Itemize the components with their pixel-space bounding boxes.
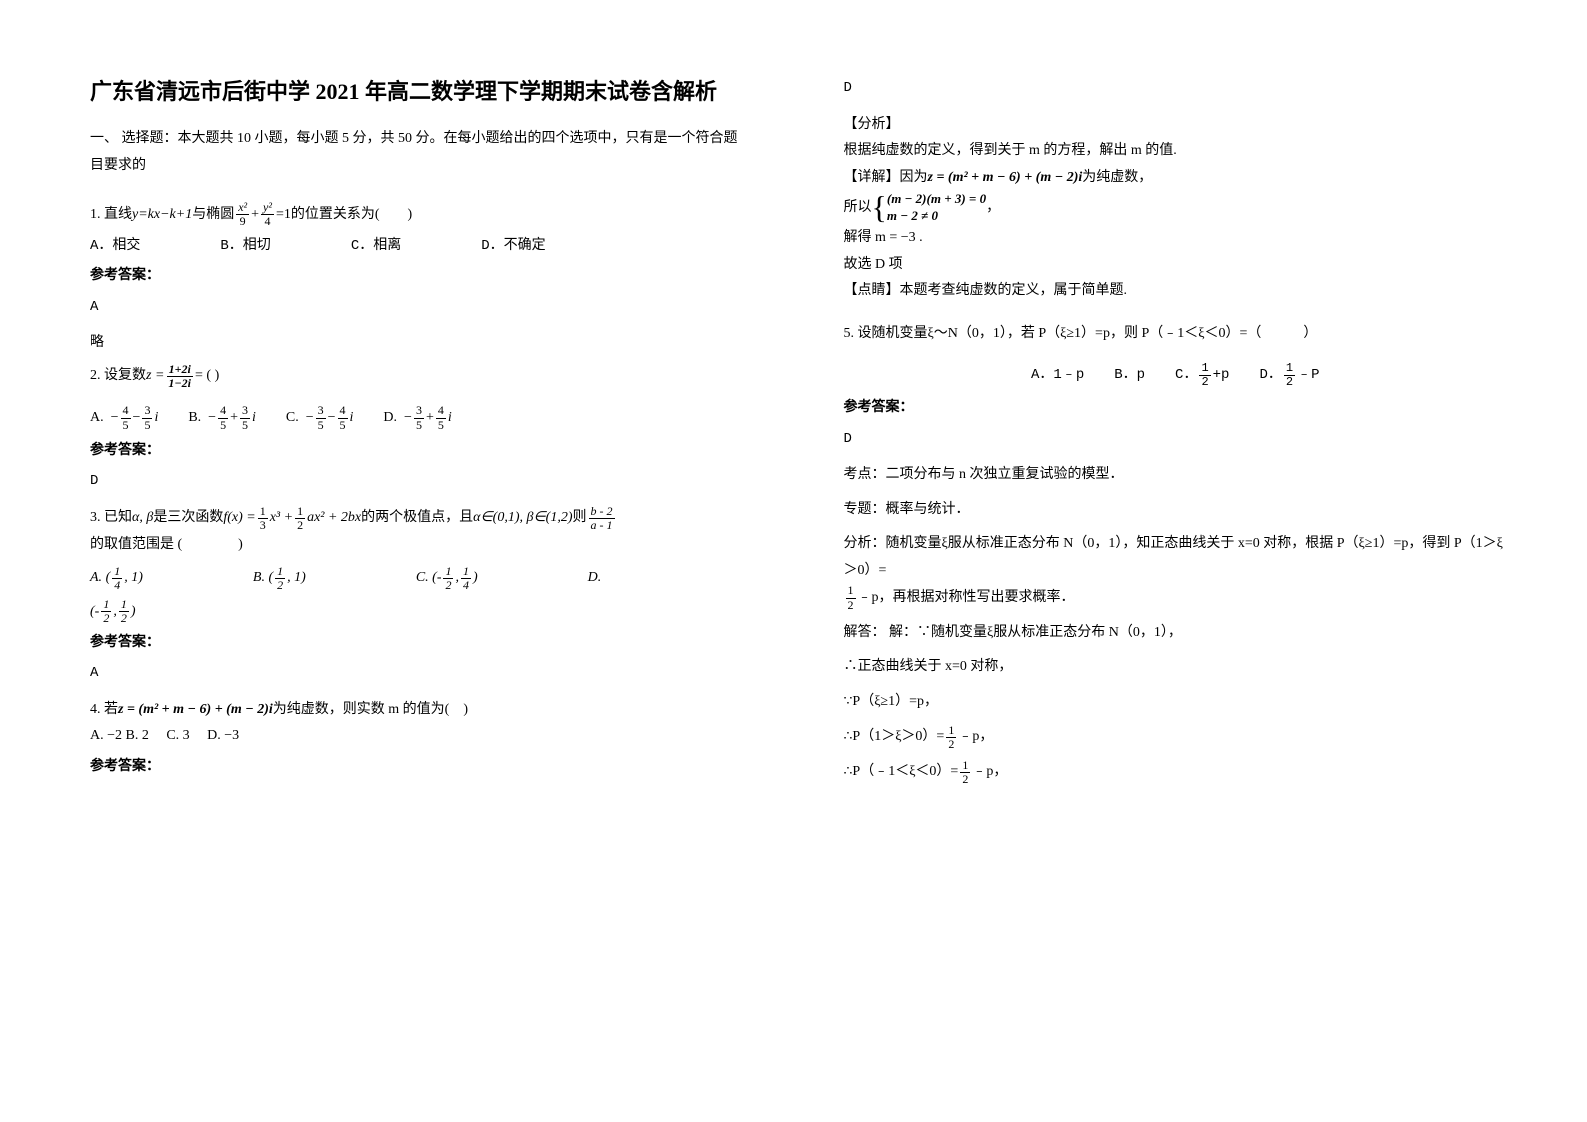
q3-mid1: 是三次函数 <box>153 505 223 532</box>
q1-ellipse-frac2: y² 4 <box>261 201 274 228</box>
section-heading: 一、 选择题：本大题共 10 小题，每小题 5 分，共 50 分。在每小题给出的… <box>90 126 744 179</box>
q4-eq: z = (m² + m − 6) + (m − 2)i <box>118 697 273 724</box>
q1-optB: B．相切 <box>220 233 270 260</box>
q4-suffix: 为纯虚数，则实数 m 的值为( ) <box>273 697 468 724</box>
q4-answer-label: 参考答案： <box>90 754 744 781</box>
detail-line: 【详解】因为 z = (m² + m − 6) + (m − 2)i 为纯虚数， <box>844 165 1508 192</box>
q1-answer: A <box>90 294 744 321</box>
q2-options: A. −45−35i B. −45+35i C. −35−45i D. −35+… <box>90 404 744 431</box>
plus-sign: + <box>251 202 259 229</box>
analysis-label: 【分析】 <box>844 112 1508 139</box>
q3-optA: A. (14, 1) <box>90 565 143 592</box>
brace-icon: { <box>872 195 887 221</box>
right-column: D 【分析】 根据纯虚数的定义，得到关于 m 的方程，解出 m 的值. 【详解】… <box>794 0 1587 1122</box>
q1-note: 略 <box>90 330 744 357</box>
q1-suffix: 的位置关系为( ) <box>291 202 412 229</box>
page-title: 广东省清远市后街中学 2021 年高二数学理下学期期末试卷含解析 <box>90 75 744 108</box>
kaodian: 考点：二项分布与 n 次独立重复试验的模型． <box>844 462 1508 489</box>
q2-prefix: 2. 设复数 <box>90 363 146 390</box>
q3-cond: α∈(0,1), β∈(1,2) <box>473 505 572 532</box>
q3-answer: A <box>90 660 744 687</box>
q5-optB: B．p <box>1114 362 1145 389</box>
dianpin: 【点睛】本题考查纯虚数的定义，属于简单题. <box>844 278 1508 305</box>
q3-mid3: 则 <box>573 505 587 532</box>
q1-optC: C．相离 <box>351 233 401 260</box>
question-2: 2. 设复数 z = 1+2i 1−2i = ( ) A. −45−35i B.… <box>90 363 744 495</box>
q1-mid: 与椭圆 <box>192 202 234 229</box>
q1-optA: A．相交 <box>90 233 140 260</box>
q2-optC: C. −35−45i <box>286 404 354 431</box>
q1-options: A．相交 B．相切 C．相离 D．不确定 <box>90 233 744 260</box>
q1-ellipse-frac1: x² 9 <box>236 201 249 228</box>
q3-prefix: 3. 已知 <box>90 505 132 532</box>
jieda3: ∵P（ξ≥1）=p， <box>844 689 1508 716</box>
jiede: 解得 m = −3 . <box>844 225 1508 252</box>
q3-fx: f(x) = <box>223 505 255 532</box>
question-3: 3. 已知 α, β 是三次函数 f(x) = 13 x³ + 12 ax² +… <box>90 505 744 687</box>
question-4: 4. 若 z = (m² + m − 6) + (m − 2)i 为纯虚数，则实… <box>90 697 744 781</box>
q3-options-row1: A. (14, 1) B. (12, 1) C. (- 12, 14) D. <box>90 565 744 592</box>
q2-optB: B. −45+35i <box>188 404 256 431</box>
q3-mid2: 的两个极值点，且 <box>361 505 473 532</box>
q5-optC: C． 12 +p <box>1175 362 1229 389</box>
jieda2: ∴正态曲线关于 x=0 对称， <box>844 654 1508 681</box>
equals-one: =1 <box>276 202 291 229</box>
z-equals: z = <box>146 363 164 390</box>
q2-optD: D. −35+45i <box>383 404 451 431</box>
q5-answer-label: 参考答案： <box>844 395 1508 422</box>
jieda5: ∴P（﹣1＜ξ＜0）= 12 ﹣p， <box>844 759 1508 786</box>
q1-optD: D．不确定 <box>481 233 545 260</box>
q3-optD-value: (- 12, 12) <box>90 598 136 625</box>
q2-answer-label: 参考答案： <box>90 438 744 465</box>
q3-optC: C. (- 12, 14) <box>416 565 478 592</box>
q4-options: A. −2 B. 2 C. 3 D. −3 <box>90 723 744 750</box>
jieda1: 解答： 解：∵随机变量ξ服从标准正态分布 N（0，1）， <box>844 620 1508 647</box>
q5-optA: A．1﹣p <box>1031 362 1084 389</box>
q4-answer: D <box>844 75 1508 102</box>
question-5: 5. 设随机变量ξ～N（0，1），若 P（ξ≥1）=p，则 P（﹣1＜ξ＜0）=… <box>844 321 1508 786</box>
q5-optD: D． 12 ﹣P <box>1259 362 1319 389</box>
left-column: 广东省清远市后街中学 2021 年高二数学理下学期期末试卷含解析 一、 选择题：… <box>0 0 794 1122</box>
q3-suffix: 的取值范围是 ( ) <box>90 532 243 559</box>
q2-frac: 1+2i 1−2i <box>166 363 193 390</box>
q1-line-eq: y=kx−k+1 <box>132 202 192 229</box>
q5-text: 5. 设随机变量ξ～N（0，1），若 P（ξ≥1）=p，则 P（﹣1＜ξ＜0）=… <box>844 321 1508 348</box>
q2-optA: A. −45−35i <box>90 404 158 431</box>
guxuan: 故选 D 项 <box>844 252 1508 279</box>
q4-prefix: 4. 若 <box>90 697 118 724</box>
analysis-text: 根据纯虚数的定义，得到关于 m 的方程，解出 m 的值. <box>844 138 1508 165</box>
q3-ab: α, β <box>132 505 153 532</box>
q1-prefix: 1. 直线 <box>90 202 132 229</box>
q1-answer-label: 参考答案： <box>90 263 744 290</box>
jieda4: ∴P（1＞ξ＞0）= 12 ﹣p， <box>844 724 1508 751</box>
q3-optD: D. <box>588 565 602 592</box>
zhuanti: 专题：概率与统计． <box>844 497 1508 524</box>
q3-answer-label: 参考答案： <box>90 630 744 657</box>
question-1: 1. 直线 y=kx−k+1 与椭圆 x² 9 + y² 4 =1 的位置关系为… <box>90 201 744 357</box>
suoyi-line: 所以 { (m − 2)(m + 3) = 0 m − 2 ≠ 0 ， <box>844 191 1508 225</box>
q2-suffix: = ( ) <box>195 363 219 390</box>
q5-options: A．1﹣p B．p C． 12 +p D． 12 ﹣P <box>844 362 1508 389</box>
q3-optB: B. (12, 1) <box>253 565 306 592</box>
q2-answer: D <box>90 468 744 495</box>
fenxi: 分析：随机变量ξ服从标准正态分布 N（0，1），知正态曲线关于 x=0 对称，根… <box>844 531 1508 612</box>
q5-answer: D <box>844 426 1508 453</box>
